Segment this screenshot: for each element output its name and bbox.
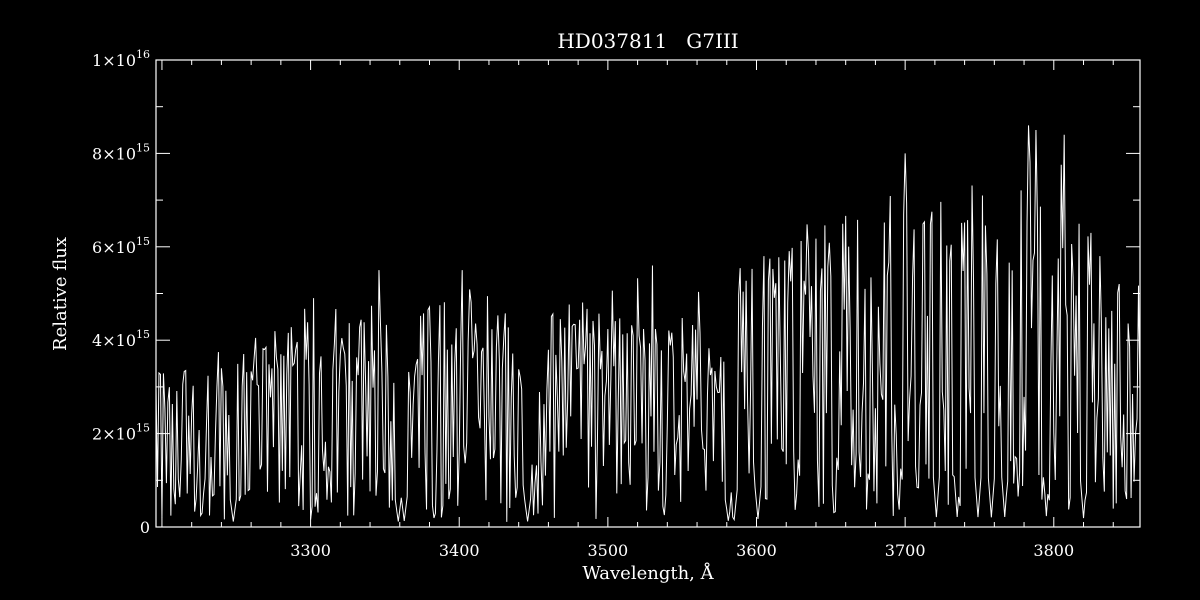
- x-tick-label: 3500: [588, 541, 629, 560]
- x-tick-label: 3400: [439, 541, 480, 560]
- chart-title: HD037811 G7III: [557, 29, 738, 53]
- y-tick-label: 2×1015: [92, 422, 150, 444]
- y-tick-label: 1×1016: [92, 48, 150, 70]
- y-tick-label: 4×1015: [92, 328, 150, 350]
- axis-tick-labels: 3300 3400 3500 3600 3700 3800 0 2×1015 4×1015 6×1…: [92, 48, 1074, 560]
- y-tick-label: 8×1015: [92, 141, 150, 163]
- x-tick-label: 3600: [736, 541, 777, 560]
- x-tick-label: 3700: [885, 541, 926, 560]
- axis-ticks: [156, 59, 1140, 528]
- x-tick-label: 3800: [1033, 541, 1074, 560]
- y-tick-label: 6×1015: [92, 235, 150, 257]
- y-tick-label: 0: [140, 518, 150, 537]
- spectrum-series: [156, 125, 1140, 522]
- y-axis-label: Relative flux: [50, 237, 71, 351]
- spectrum-line: [156, 125, 1140, 522]
- x-tick-label: 3300: [290, 541, 331, 560]
- x-axis-label: Wavelength, Å: [582, 562, 714, 584]
